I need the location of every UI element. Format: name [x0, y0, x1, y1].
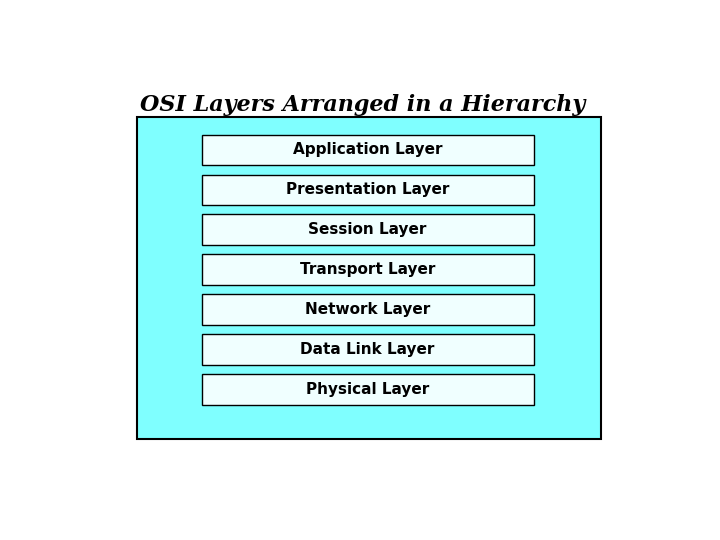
FancyBboxPatch shape — [202, 254, 534, 285]
Text: Data Link Layer: Data Link Layer — [300, 342, 435, 357]
FancyBboxPatch shape — [202, 294, 534, 325]
FancyBboxPatch shape — [202, 174, 534, 205]
Text: Physical Layer: Physical Layer — [306, 382, 429, 397]
Text: Transport Layer: Transport Layer — [300, 262, 436, 277]
Text: Network Layer: Network Layer — [305, 302, 431, 317]
FancyBboxPatch shape — [202, 214, 534, 245]
Text: Presentation Layer: Presentation Layer — [286, 182, 449, 197]
FancyBboxPatch shape — [202, 134, 534, 165]
Text: Session Layer: Session Layer — [308, 222, 427, 237]
Text: OSI Layers Arranged in a Hierarchy: OSI Layers Arranged in a Hierarchy — [140, 94, 585, 116]
FancyBboxPatch shape — [202, 334, 534, 364]
Text: Application Layer: Application Layer — [293, 143, 442, 157]
FancyBboxPatch shape — [202, 374, 534, 404]
FancyBboxPatch shape — [138, 117, 600, 439]
